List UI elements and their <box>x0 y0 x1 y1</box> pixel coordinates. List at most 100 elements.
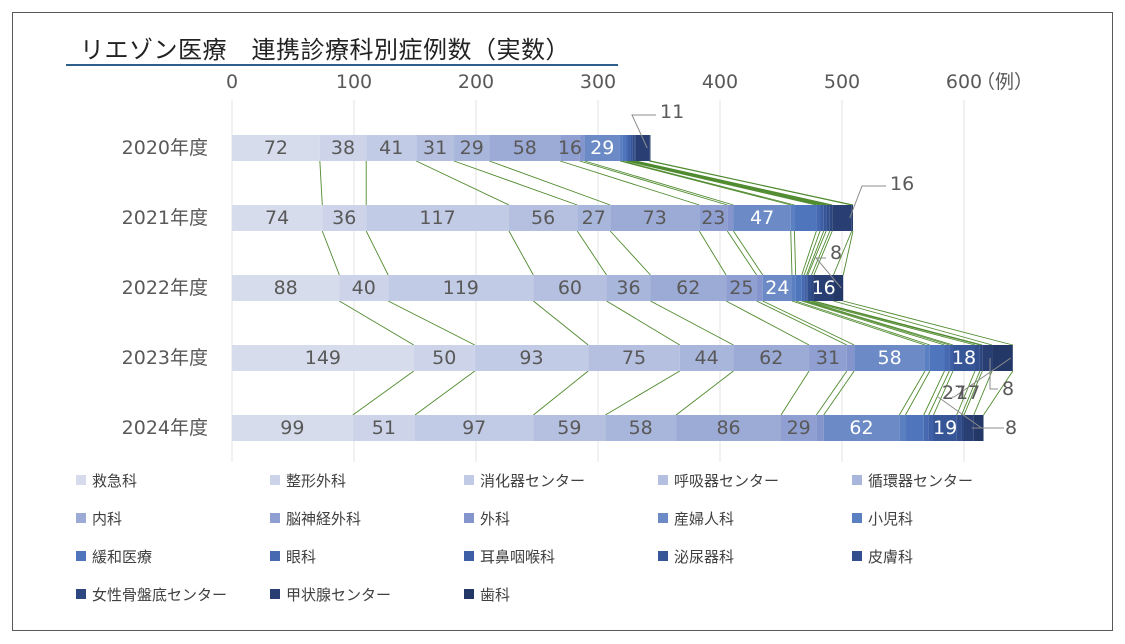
legend-label: 呼吸器センター <box>674 471 780 490</box>
series-line <box>961 370 981 416</box>
legend-swatch <box>76 551 86 561</box>
series-line <box>319 160 323 206</box>
legend-item: 整形外科 <box>270 470 346 490</box>
legend-item: 泌尿器科 <box>658 546 734 566</box>
data-label: 56 <box>531 207 555 229</box>
bar-segment <box>953 345 975 371</box>
bar-segment <box>949 345 954 371</box>
legend-item: 女性骨盤底センター <box>76 584 227 604</box>
bar-segment <box>619 135 623 161</box>
bar-segment <box>533 415 606 441</box>
bar-segment <box>610 205 700 231</box>
legend-label: 整形外科 <box>286 471 347 490</box>
series-line <box>762 300 855 346</box>
series-line <box>956 370 976 416</box>
bar-segment <box>339 275 389 301</box>
data-label: 40 <box>352 277 376 299</box>
legend-label: 皮膚科 <box>868 547 914 566</box>
bar-segment <box>823 415 900 441</box>
legend-swatch <box>270 589 280 599</box>
legend-swatch <box>658 513 668 523</box>
legend-item: 皮膚科 <box>852 546 913 566</box>
series-line <box>963 370 983 416</box>
bar-segment <box>628 135 631 161</box>
data-label: 149 <box>305 347 341 369</box>
bar-segment <box>676 415 781 441</box>
bar-segment <box>807 275 812 301</box>
data-label: 38 <box>331 137 355 159</box>
series-line <box>698 230 727 276</box>
series-line <box>605 370 680 416</box>
bar-segment <box>794 205 817 231</box>
bar-segment <box>232 275 340 301</box>
series-line <box>606 300 680 346</box>
data-label: 36 <box>616 277 640 299</box>
category-label: 2021年度 <box>122 207 208 229</box>
series-line <box>352 370 415 416</box>
series-line <box>898 370 926 416</box>
legend-label: 泌尿器科 <box>674 547 735 566</box>
legend-label: 内科 <box>92 509 123 528</box>
bar-segment <box>846 345 855 371</box>
data-label: 25 <box>729 277 753 299</box>
bar-segment <box>650 275 727 301</box>
bar-segment <box>804 275 807 301</box>
data-label: 31 <box>423 137 447 159</box>
x-tick-label: 500 <box>824 71 860 93</box>
data-label: 44 <box>694 347 718 369</box>
data-label: 60 <box>558 277 582 299</box>
series-line <box>806 230 825 276</box>
bar-segment <box>899 415 906 441</box>
series-line <box>811 300 980 346</box>
legend-label: 眼科 <box>286 547 317 566</box>
series-line <box>733 230 764 276</box>
data-label: 8 <box>1002 378 1014 400</box>
series-line <box>576 230 607 276</box>
unit-label: （例） <box>976 71 1033 93</box>
series-line <box>983 370 1014 416</box>
series-line <box>803 230 821 276</box>
data-label: 58 <box>629 417 653 439</box>
series-line <box>780 370 810 416</box>
bar-segment <box>956 415 962 441</box>
data-label: 117 <box>419 207 455 229</box>
series-line <box>823 370 855 416</box>
bar-segment <box>232 205 323 231</box>
series-line <box>843 300 1013 346</box>
bar-segment <box>781 415 817 441</box>
bar-segment <box>826 205 830 231</box>
series-line <box>453 160 578 206</box>
data-label: 58 <box>513 137 537 159</box>
bar-segment <box>388 275 534 301</box>
series-line <box>365 230 389 276</box>
bar-segment <box>733 345 810 371</box>
data-label: 50 <box>432 347 456 369</box>
data-label: 41 <box>379 137 403 159</box>
bar-segment <box>605 415 677 441</box>
bar-segment <box>727 205 734 231</box>
bar-segment <box>606 275 651 301</box>
series-line <box>842 230 854 276</box>
series-line <box>625 160 817 206</box>
bar-segment <box>416 135 455 161</box>
bar-segment <box>929 345 945 371</box>
data-label: 99 <box>280 417 304 439</box>
legend-label: 歯科 <box>480 585 511 604</box>
data-label: 17 <box>956 382 980 404</box>
legend-swatch <box>464 551 474 561</box>
series-line <box>650 300 734 346</box>
data-label: 73 <box>643 207 667 229</box>
series-line <box>584 160 734 206</box>
chart-frame <box>12 12 1113 631</box>
bar-segment <box>635 135 650 161</box>
data-label: 27 <box>582 207 606 229</box>
bar-segment <box>790 205 795 231</box>
x-tick-label: 600 <box>946 71 982 93</box>
legend-item: 耳鼻咽喉科 <box>464 546 555 566</box>
bar-segment <box>833 275 844 301</box>
bar-segment <box>806 275 808 301</box>
category-labels: 2020年度 2021年度 2022年度 2023年度 2024年度 <box>122 137 208 439</box>
series-line <box>622 160 795 206</box>
series-line <box>635 160 833 206</box>
